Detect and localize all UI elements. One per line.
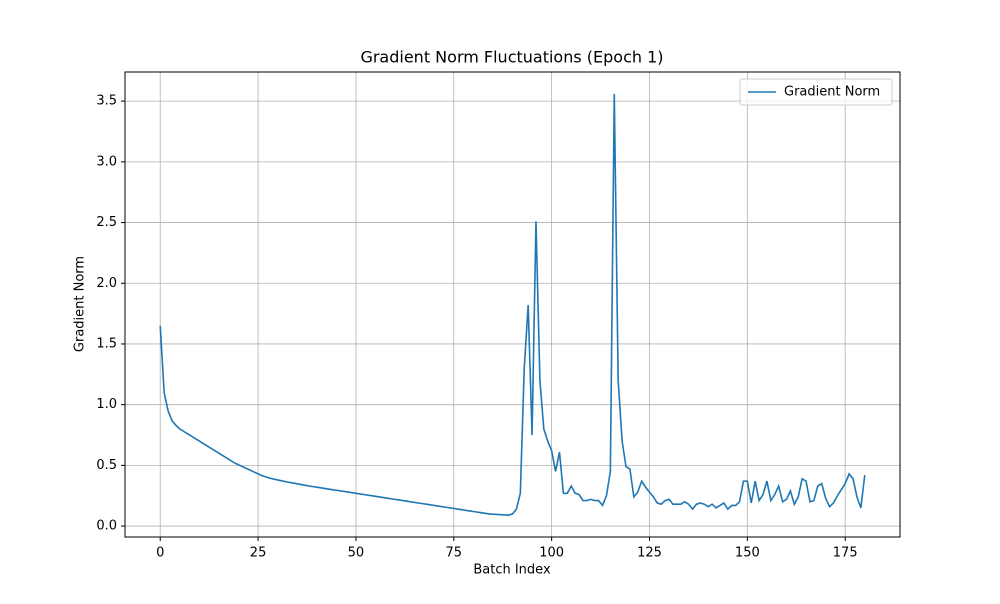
- legend: Gradient Norm: [739, 78, 893, 106]
- y-tick-label: 2.5: [96, 215, 117, 230]
- x-tick-label: 100: [539, 546, 564, 561]
- x-tick-label: 25: [250, 546, 267, 561]
- y-tick-label: 2.0: [96, 276, 117, 291]
- y-tick-label: 0.5: [96, 458, 117, 473]
- legend-box: [739, 78, 893, 106]
- y-tick-label: 1.0: [96, 397, 117, 412]
- y-tick-label: 0.0: [96, 519, 117, 534]
- y-axis-label: Gradient Norm: [73, 256, 88, 352]
- x-tick-label: 175: [833, 546, 858, 561]
- x-tick-label: 50: [348, 546, 365, 561]
- data-line: [159, 93, 866, 516]
- x-tick-label: 75: [446, 546, 463, 561]
- x-axis-label: Batch Index: [473, 563, 551, 578]
- x-tick-label: 0: [156, 546, 164, 561]
- plot-frame: [124, 71, 901, 538]
- chart-title: Gradient Norm Fluctuations (Epoch 1): [360, 48, 663, 67]
- x-tick-label: 150: [735, 546, 760, 561]
- y-tick-label: 3.5: [96, 94, 117, 109]
- y-tick-label: 1.5: [96, 336, 117, 351]
- y-tick-label: 3.0: [96, 154, 117, 169]
- x-tick-label: 125: [637, 546, 662, 561]
- legend-label: Gradient Norm: [784, 85, 880, 100]
